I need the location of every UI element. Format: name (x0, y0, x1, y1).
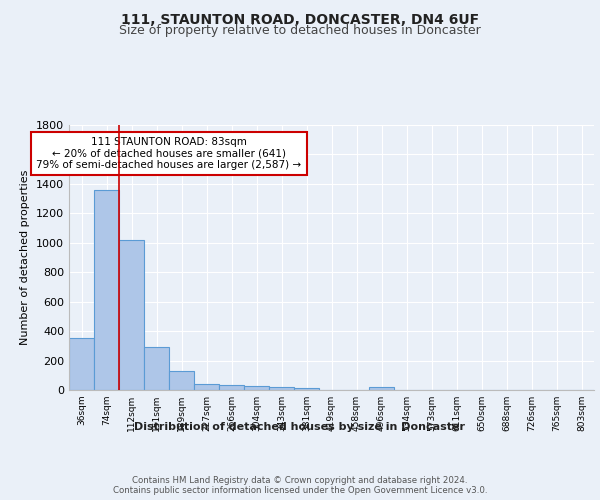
Bar (244, 386, 269, 390)
Bar (94, 190, 119, 390)
Text: Distribution of detached houses by size in Doncaster: Distribution of detached houses by size … (134, 422, 466, 432)
Y-axis label: Number of detached properties: Number of detached properties (20, 170, 31, 345)
Bar (144, 348, 169, 390)
Text: Contains public sector information licensed under the Open Government Licence v3: Contains public sector information licen… (113, 486, 487, 495)
Bar (169, 371, 194, 390)
Bar (119, 240, 144, 390)
Bar (369, 387, 394, 390)
Bar (69, 338, 94, 390)
Bar (219, 385, 244, 390)
Text: 111 STAUNTON ROAD: 83sqm
← 20% of detached houses are smaller (641)
79% of semi-: 111 STAUNTON ROAD: 83sqm ← 20% of detach… (37, 137, 302, 170)
Bar (194, 384, 219, 390)
Text: Size of property relative to detached houses in Doncaster: Size of property relative to detached ho… (119, 24, 481, 37)
Bar (294, 388, 319, 390)
Text: Contains HM Land Registry data © Crown copyright and database right 2024.: Contains HM Land Registry data © Crown c… (132, 476, 468, 485)
Text: 111, STAUNTON ROAD, DONCASTER, DN4 6UF: 111, STAUNTON ROAD, DONCASTER, DN4 6UF (121, 12, 479, 26)
Bar (269, 387, 294, 390)
